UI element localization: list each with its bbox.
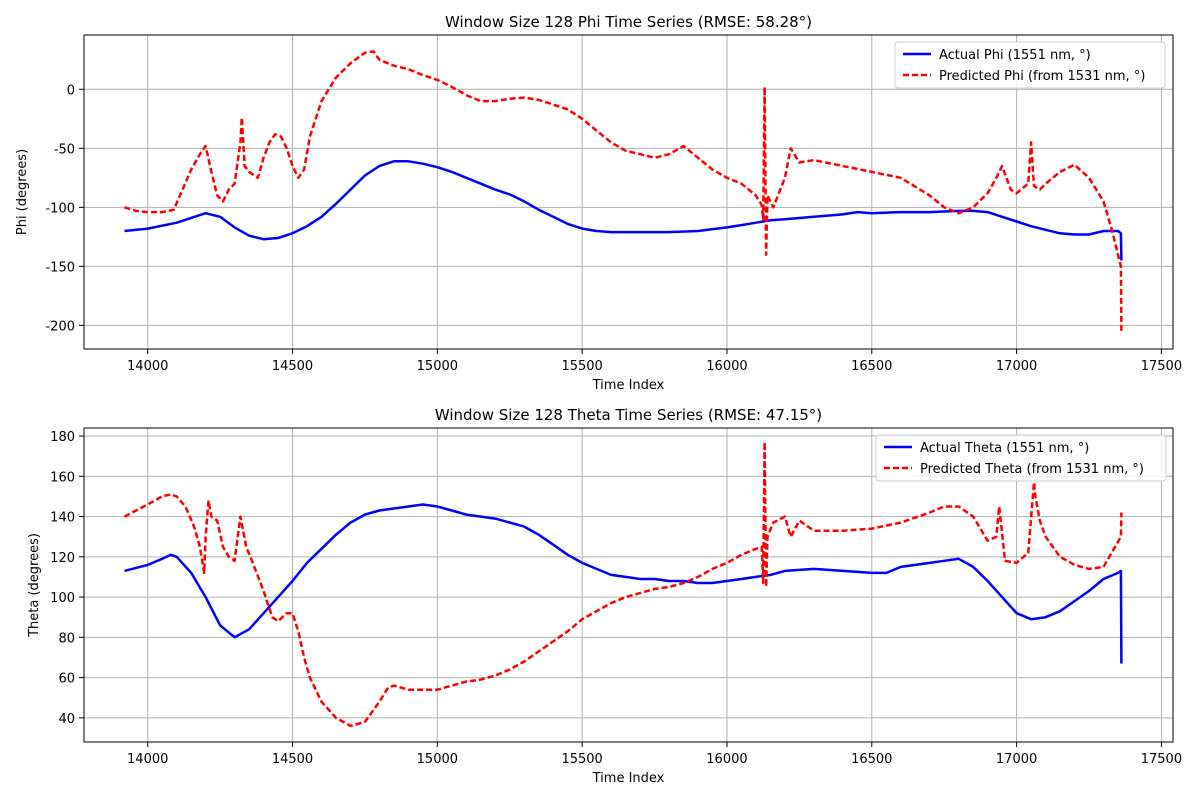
y-tick-label: 40 <box>58 712 75 727</box>
y-tick-label: 100 <box>50 591 75 606</box>
legend-predicted-label: Predicted Phi (from 1531 nm, °) <box>939 69 1145 84</box>
x-axis-label: Time Index <box>592 378 665 393</box>
actual-series-line <box>124 160 1123 261</box>
x-tick-label: 15000 <box>417 359 458 374</box>
y-tick-label: -150 <box>45 260 75 275</box>
x-tick-label: 16000 <box>706 359 747 374</box>
y-tick-label: -50 <box>54 142 75 157</box>
y-tick-label: 160 <box>50 470 75 485</box>
y-tick-label: -100 <box>45 201 75 216</box>
x-tick-label: 14000 <box>127 359 168 374</box>
chart-title: Window Size 128 Phi Time Series (RMSE: 5… <box>445 13 812 31</box>
y-tick-label: 0 <box>67 83 75 98</box>
theta-chart: 14000 14500 15000 15500 16000 16500 17000 17500… <box>27 406 1182 786</box>
legend-box <box>894 41 1166 89</box>
y-tick-label: 60 <box>58 672 75 687</box>
predicted-series-line <box>123 440 1123 728</box>
y-axis-label: Phi (degrees) <box>15 149 30 235</box>
y-axis-label: Theta (degrees) <box>27 533 42 638</box>
x-tick-label: 17500 <box>1141 359 1182 374</box>
plot-frame <box>83 427 1174 743</box>
x-axis-label: Time Index <box>592 771 665 786</box>
x-tick-label: 17000 <box>996 359 1037 374</box>
x-tick-label: 16000 <box>706 752 747 767</box>
x-tick-label: 14000 <box>127 752 168 767</box>
y-tick-label: 80 <box>58 631 75 646</box>
y-tick-label: -200 <box>45 319 75 334</box>
y-tick-label: 180 <box>50 430 75 445</box>
chart-title: Window Size 128 Theta Time Series (RMSE:… <box>435 406 822 424</box>
phi-chart: 14000 14500 15000 15500 16000 16500 17000 17500… <box>15 13 1182 393</box>
x-tick-label: 17000 <box>996 752 1037 767</box>
y-tick-label: 140 <box>50 511 75 526</box>
x-tick-label: 15000 <box>417 752 458 767</box>
x-tick-label: 15500 <box>561 359 602 374</box>
legend-actual-label: Actual Phi (1551 nm, °) <box>939 48 1091 63</box>
x-tick-label: 16500 <box>851 752 892 767</box>
legend-box <box>875 434 1167 482</box>
legend-actual-label: Actual Theta (1551 nm, °) <box>920 441 1089 456</box>
legend-predicted-label: Predicted Theta (from 1531 nm, °) <box>920 462 1144 477</box>
predicted-series-line <box>124 50 1123 332</box>
y-tick-label: 120 <box>50 551 75 566</box>
x-tick-label: 17500 <box>1141 752 1182 767</box>
plot-frame <box>83 34 1174 350</box>
actual-series-line <box>124 503 1123 664</box>
x-tick-label: 15500 <box>561 752 602 767</box>
x-tick-label: 14500 <box>272 752 313 767</box>
x-tick-label: 16500 <box>851 359 892 374</box>
x-tick-label: 14500 <box>272 359 313 374</box>
